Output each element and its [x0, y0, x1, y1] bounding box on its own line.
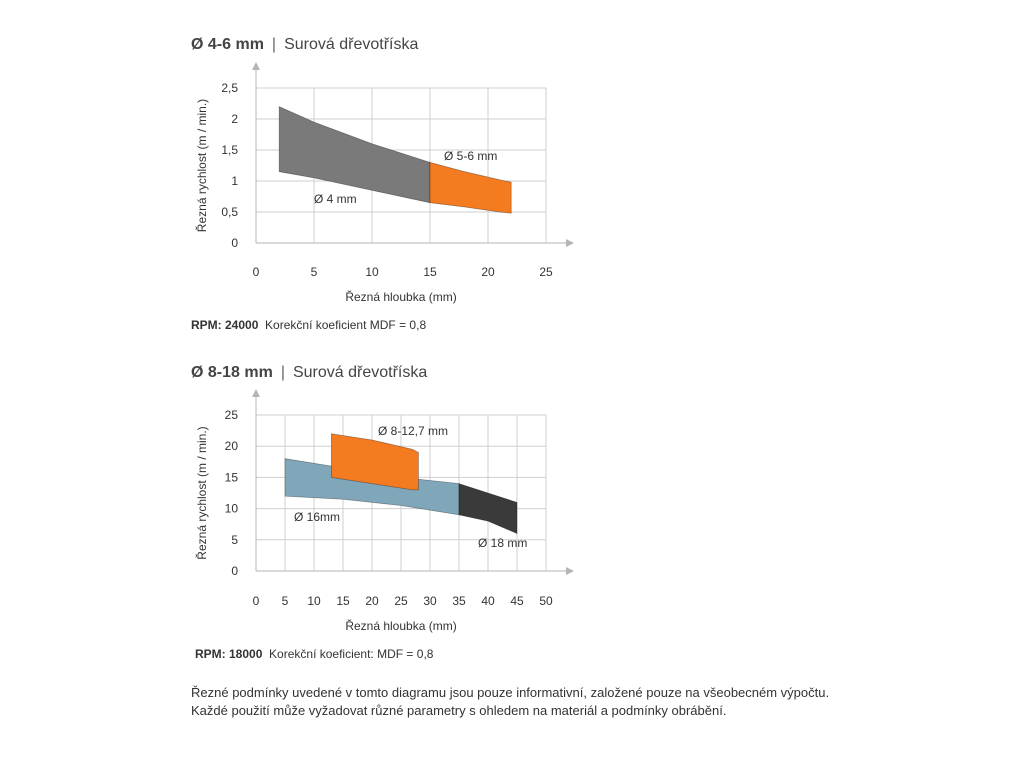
chart-title: Ø 8-18 mm | Surová dřevotříska [191, 364, 427, 382]
chart-block-2: Ø 8-18 mm | Surová dřevotříska [0, 364, 1024, 664]
chart-caption-2: RPM: 18000 Korekční koeficient: MDF = 0,… [195, 647, 433, 661]
chart-title-material: Surová dřevotříska [284, 36, 419, 53]
caption-rpm: RPM: 24000 [191, 318, 259, 332]
caption-rpm: RPM: 18000 [195, 647, 263, 661]
chart-title: Ø 4-6 mm | Surová dřevotříska [191, 36, 418, 54]
chart-title-separator: | [271, 36, 277, 53]
footnote: Řezné podmínky uvedené v tomto diagramu … [191, 684, 911, 720]
footnote-line-2: Každé použití může vyžadovat různé param… [191, 703, 727, 718]
caption-coefficient: Korekční koeficient: MDF = 0,8 [269, 647, 434, 661]
footnote-line-1: Řezné podmínky uvedené v tomto diagramu … [191, 685, 830, 700]
caption-coefficient: Korekční koeficient MDF = 0,8 [265, 318, 427, 332]
chart-title-diameter: Ø 8-18 mm [191, 364, 273, 381]
chart-block-1: Ø 4-6 mm | Surová dřevotříska [0, 36, 1024, 336]
chart-title-material: Surová dřevotříska [292, 364, 428, 381]
chart-caption-1: RPM: 24000 Korekční koeficient MDF = 0,8 [191, 318, 426, 332]
chart-title-separator: | [280, 364, 285, 381]
chart-title-diameter: Ø 4-6 mm [191, 36, 264, 53]
